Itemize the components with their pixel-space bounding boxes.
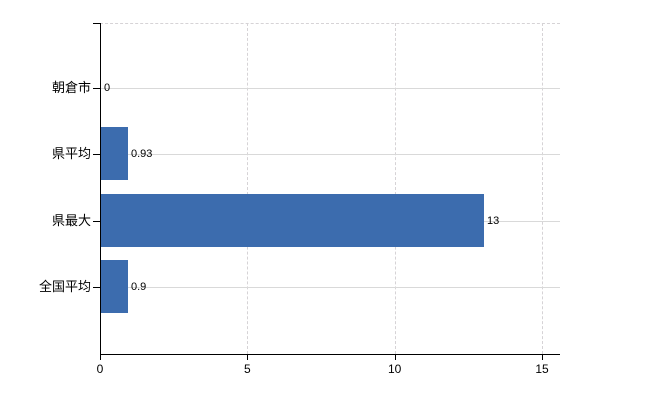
x-axis-tick	[542, 354, 543, 360]
x-tick-label: 10	[387, 362, 402, 376]
bar	[101, 260, 128, 313]
category-label: 全国平均	[38, 279, 91, 294]
bar-value-label: 0.9	[131, 281, 147, 293]
y-axis-tick	[93, 287, 100, 288]
y-gridline	[100, 287, 560, 288]
x-axis-tick	[394, 354, 396, 360]
x-gridline	[247, 23, 249, 354]
plot-top-border	[100, 23, 560, 24]
bar-value-label: 0	[104, 82, 111, 94]
bar	[101, 127, 128, 180]
x-tick-label: 15	[535, 362, 549, 376]
y-axis-line	[100, 23, 101, 359]
y-axis-tick	[93, 23, 100, 24]
x-axis-tick	[100, 354, 101, 360]
y-axis-tick	[93, 221, 100, 222]
x-axis-line	[100, 354, 560, 355]
category-label: 県最大	[51, 213, 91, 228]
category-label: 県平均	[51, 146, 91, 161]
y-gridline	[100, 154, 560, 155]
x-gridline	[542, 23, 543, 354]
x-tick-label: 5	[243, 362, 251, 376]
bar-value-label: 0.93	[131, 148, 153, 160]
y-gridline	[100, 88, 560, 89]
bar-value-label: 13	[487, 215, 500, 227]
y-axis-tick	[93, 154, 100, 155]
category-label: 朝倉市	[51, 80, 91, 95]
y-axis-tick	[93, 88, 100, 89]
x-axis-tick	[247, 354, 249, 360]
x-tick-label: 0	[96, 362, 104, 376]
x-gridline	[394, 23, 396, 354]
bar	[101, 194, 484, 247]
